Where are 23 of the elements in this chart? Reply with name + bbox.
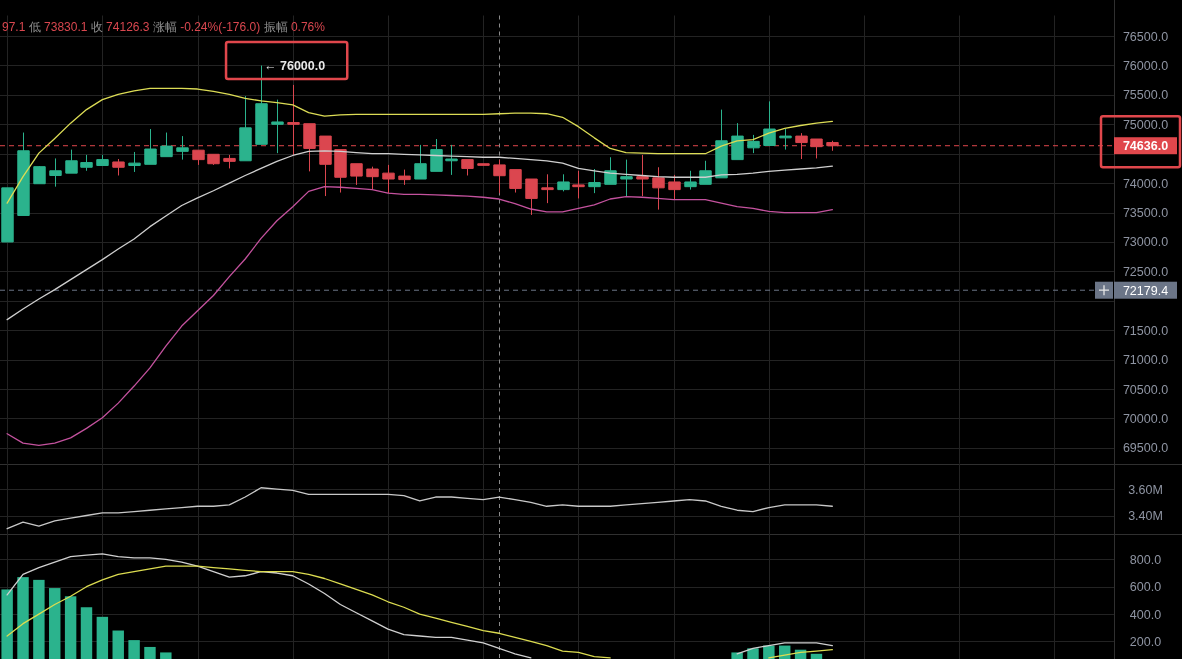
y-tick-label: 72500.0 (1122, 264, 1169, 279)
y-tick-label: 600.0 (1129, 580, 1162, 595)
y-tick-label: 800.0 (1129, 552, 1162, 567)
y-tick-label: 69500.0 (1122, 441, 1169, 456)
y-tick-label: 70500.0 (1122, 382, 1169, 397)
ref-line-label: 72179.4 (1122, 283, 1169, 298)
text: 97.1 低 73830.1 收 74126.3 涨幅 -0.24%(-176.0) 振幅 0.76% (2, 19, 325, 34)
ref-line-label: 74636.0 (1122, 139, 1169, 154)
y-tick-label: 71500.0 (1122, 323, 1169, 338)
y-tick-label: 3.40M (1128, 509, 1163, 524)
y-tick-label: 73000.0 (1122, 235, 1169, 250)
annotation: ← 76000.0 (264, 59, 326, 73)
y-tick-label: 71000.0 (1122, 353, 1169, 368)
y-tick-label: 400.0 (1129, 607, 1162, 622)
y-tick-label: 74000.0 (1122, 176, 1169, 191)
y-tick-label: 75000.0 (1122, 117, 1169, 132)
y-tick-label: 70000.0 (1122, 411, 1169, 426)
y-tick-label: 3.60M (1128, 482, 1163, 497)
y-tick-label: 200.0 (1129, 634, 1162, 649)
y-tick-label: 76500.0 (1122, 29, 1169, 44)
y-tick-label: 75500.0 (1122, 88, 1169, 103)
y-tick-label: 73500.0 (1122, 206, 1169, 221)
y-tick-label: 76000.0 (1122, 59, 1169, 73)
